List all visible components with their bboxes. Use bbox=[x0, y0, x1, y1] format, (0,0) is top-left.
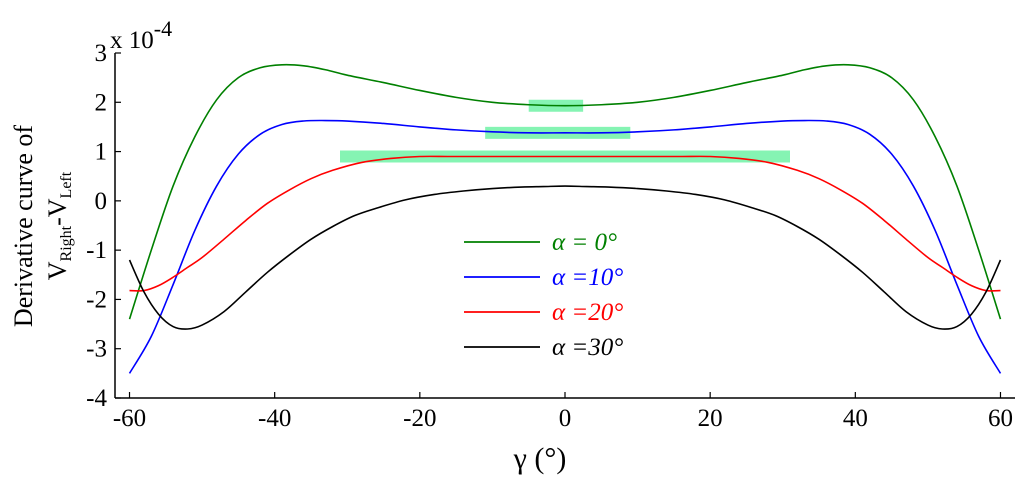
tick-labels: -60 -40 -20 0 20 40 60 -4 -3 -2 -1 0 1 2 3 bbox=[86, 40, 1013, 432]
x-axis-label: γ (°) bbox=[513, 442, 567, 475]
y-tick-label: -3 bbox=[86, 336, 107, 363]
legend-label-2: α =20° bbox=[552, 299, 623, 326]
series-line-3 bbox=[128, 185, 1002, 330]
legend-label-1: α =10° bbox=[552, 264, 623, 291]
y-tick-label: -1 bbox=[86, 237, 107, 264]
x-tick-label: 40 bbox=[843, 405, 868, 432]
x-tick-label: -60 bbox=[113, 405, 146, 432]
y-tick-label: 3 bbox=[95, 40, 108, 67]
series-line-2 bbox=[129, 155, 1001, 292]
x-tick-label: -20 bbox=[403, 405, 436, 432]
legend: α = 0° α =10° α =20° α =30° bbox=[464, 229, 623, 361]
series-lines bbox=[128, 63, 1002, 374]
y-axis-label-line2: VRight-VLeft bbox=[43, 171, 75, 280]
legend-label-0: α = 0° bbox=[552, 229, 617, 256]
legend-label-3: α =30° bbox=[552, 334, 623, 361]
series-line-1 bbox=[128, 119, 1002, 374]
x-tick-label: 60 bbox=[988, 405, 1013, 432]
axes bbox=[114, 52, 1015, 399]
x-tick-label: -40 bbox=[258, 405, 291, 432]
exponent-label: x 10-4 bbox=[110, 16, 172, 54]
x-tick-label: 20 bbox=[698, 405, 723, 432]
y-tick-label: -2 bbox=[86, 286, 107, 313]
x-tick-label: 0 bbox=[559, 405, 572, 432]
y-tick-label: 1 bbox=[95, 139, 108, 166]
y-axis-label-line1: Derivative curve of bbox=[9, 125, 38, 327]
y-tick-label: 0 bbox=[95, 188, 108, 215]
y-tick-label: 2 bbox=[95, 89, 108, 116]
series-line-0 bbox=[128, 63, 1002, 320]
highlight-bands bbox=[340, 99, 790, 163]
y-tick-label: -4 bbox=[86, 385, 107, 412]
